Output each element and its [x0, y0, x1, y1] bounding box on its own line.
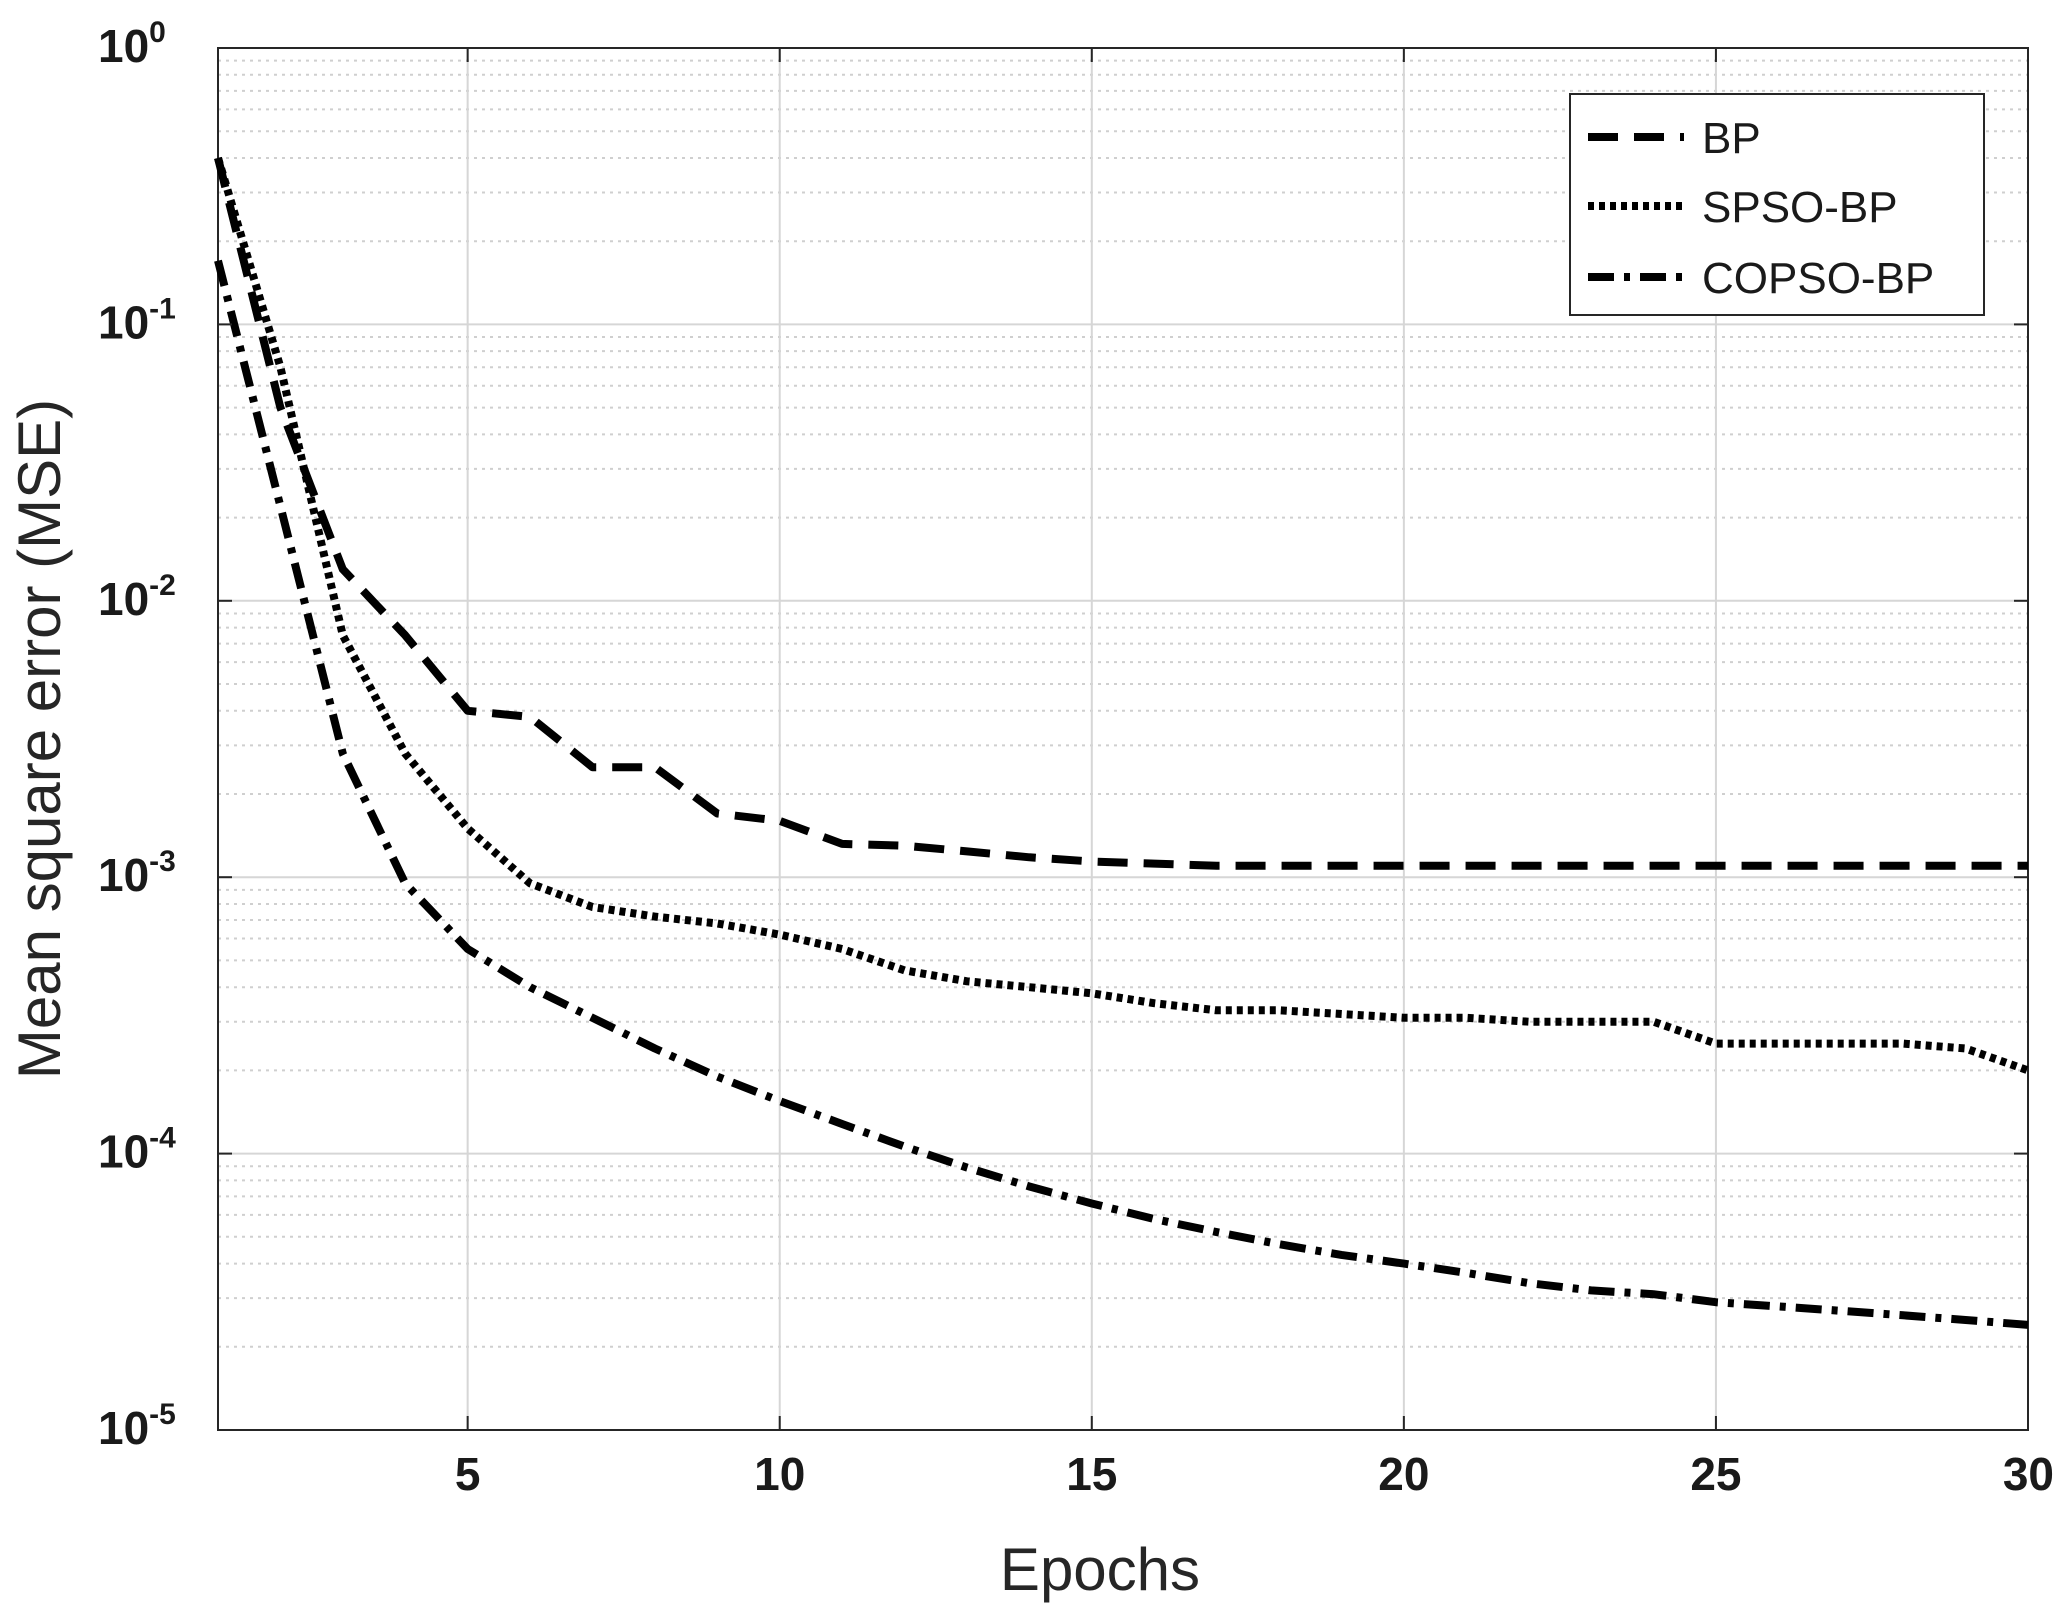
x-axis-label: Epochs [1000, 1536, 1200, 1603]
y-tick-label: 100 [98, 16, 166, 72]
y-axis-ticks: 100 10-1 10-2 10-3 10-4 10-5 [98, 16, 2028, 1454]
legend-label-spso-bp: SPSO-BP [1702, 183, 1898, 232]
series-line-spso-bp [214, 156, 2030, 1075]
y-tick-label: 10-4 [98, 1122, 176, 1178]
x-tick-label: 20 [1378, 1448, 1429, 1500]
y-tick-label: 10-1 [98, 292, 176, 348]
x-tick-label: 25 [1690, 1448, 1741, 1500]
series-lines [214, 156, 2030, 1329]
grid [218, 47, 2029, 1431]
legend: BP SPSO-BP COPSO-BP [1569, 93, 1985, 316]
legend-label-bp: BP [1702, 114, 1761, 163]
x-tick-label: 10 [754, 1448, 805, 1500]
x-tick-label: 15 [1066, 1448, 1117, 1500]
x-tick-label: 30 [2003, 1448, 2054, 1500]
y-axis-label: Mean square error (MSE) [6, 399, 73, 1079]
y-tick-label: 10-5 [98, 1398, 176, 1454]
x-tick-label: 5 [455, 1448, 481, 1500]
plot-area-border [217, 47, 2029, 1431]
legend-label-copso-bp: COPSO-BP [1702, 254, 1934, 303]
legend-box [1569, 93, 1985, 316]
series-line-bp [214, 157, 2028, 870]
y-tick-label: 10-2 [98, 569, 176, 625]
series-line-copso-bp [214, 259, 2029, 1329]
x-axis-ticks: 5 10 15 20 25 30 [455, 48, 2054, 1500]
y-tick-label: 10-3 [98, 845, 176, 901]
